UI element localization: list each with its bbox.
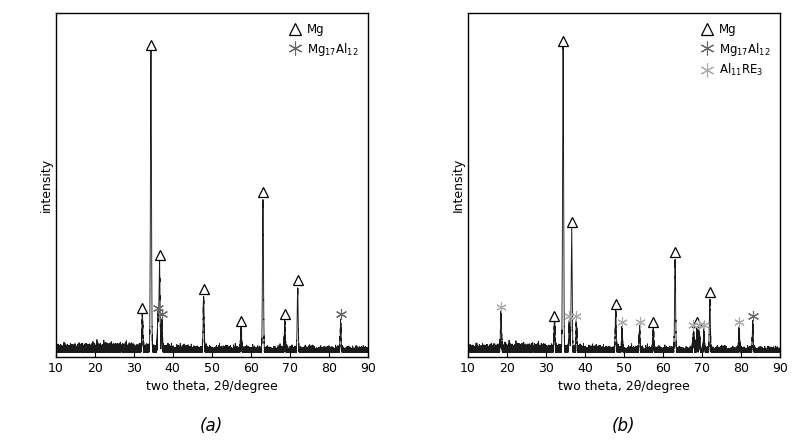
X-axis label: two theta, 2θ/degree: two theta, 2θ/degree — [558, 380, 690, 393]
Text: (a): (a) — [201, 417, 224, 435]
X-axis label: two theta, 2θ/degree: two theta, 2θ/degree — [146, 380, 278, 393]
Text: (b): (b) — [612, 417, 636, 435]
Y-axis label: intensity: intensity — [40, 158, 53, 212]
Legend: Mg, Mg$_{17}$Al$_{12}$, Al$_{11}$RE$_3$: Mg, Mg$_{17}$Al$_{12}$, Al$_{11}$RE$_3$ — [696, 19, 775, 82]
Y-axis label: Intensity: Intensity — [452, 158, 465, 212]
Legend: Mg, Mg$_{17}$Al$_{12}$: Mg, Mg$_{17}$Al$_{12}$ — [284, 19, 362, 61]
